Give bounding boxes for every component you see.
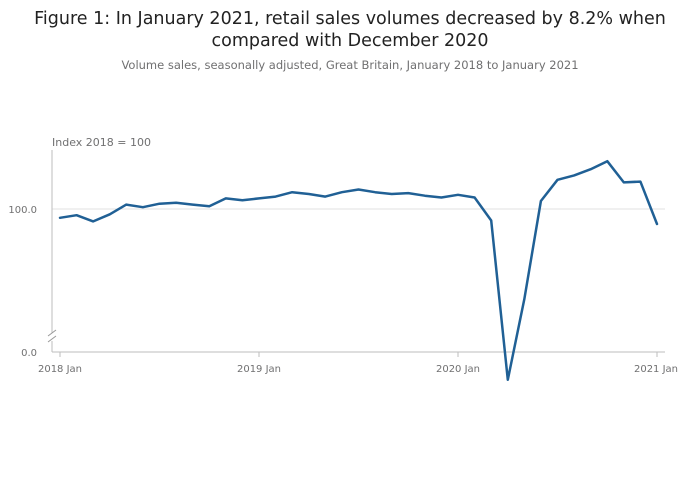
data-point[interactable]: [237, 195, 247, 205]
data-point[interactable]: [635, 177, 645, 187]
x-tick-label: 2019 Jan: [237, 364, 281, 375]
y-tick-label: 100.0: [8, 205, 37, 216]
data-point[interactable]: [55, 213, 65, 223]
data-point[interactable]: [271, 192, 281, 202]
y-tick-label: 0.0: [21, 348, 37, 359]
data-point[interactable]: [569, 170, 579, 180]
data-point[interactable]: [171, 198, 181, 208]
data-point[interactable]: [188, 200, 198, 210]
data-point[interactable]: [138, 202, 148, 212]
x-tick-label: 2018 Jan: [38, 364, 82, 375]
x-tick-label: 2021 Jan: [634, 364, 678, 375]
data-point[interactable]: [436, 193, 446, 203]
data-point[interactable]: [420, 191, 430, 201]
data-point[interactable]: [88, 216, 98, 226]
data-point[interactable]: [337, 187, 347, 197]
chart-subtitle: Volume sales, seasonally adjusted, Great…: [121, 58, 579, 72]
data-point[interactable]: [304, 189, 314, 199]
data-point[interactable]: [287, 187, 297, 197]
data-point[interactable]: [470, 193, 480, 203]
data-point[interactable]: [254, 193, 264, 203]
data-point[interactable]: [652, 219, 662, 229]
data-point[interactable]: [602, 156, 612, 166]
axis-break-marker: [47, 329, 57, 343]
series-line-retail-sales[interactable]: [58, 159, 659, 382]
data-point[interactable]: [453, 190, 463, 200]
data-point[interactable]: [370, 187, 380, 197]
data-point[interactable]: [586, 164, 596, 174]
data-point[interactable]: [403, 188, 413, 198]
data-point[interactable]: [519, 294, 529, 304]
data-point[interactable]: [105, 209, 115, 219]
x-tick-label: 2020 Jan: [436, 364, 480, 375]
data-point[interactable]: [354, 185, 364, 195]
y-axis-title: Index 2018 = 100: [52, 136, 151, 149]
data-point[interactable]: [221, 193, 231, 203]
data-point[interactable]: [536, 196, 546, 206]
x-tick-labels: 2018 Jan 2019 Jan 2020 Jan 2021 Jan: [38, 352, 678, 375]
series-points: [55, 156, 662, 385]
data-point[interactable]: [155, 199, 165, 209]
data-point[interactable]: [320, 192, 330, 202]
data-point[interactable]: [619, 177, 629, 187]
data-point[interactable]: [121, 200, 131, 210]
data-point[interactable]: [387, 189, 397, 199]
data-point[interactable]: [72, 210, 82, 220]
data-point[interactable]: [204, 201, 214, 211]
chart-title: Figure 1: In January 2021, retail sales …: [34, 9, 666, 51]
data-point[interactable]: [553, 175, 563, 185]
y-tick-labels: 0.0 100.0: [8, 205, 37, 359]
data-point[interactable]: [486, 216, 496, 226]
data-point[interactable]: [503, 375, 513, 385]
